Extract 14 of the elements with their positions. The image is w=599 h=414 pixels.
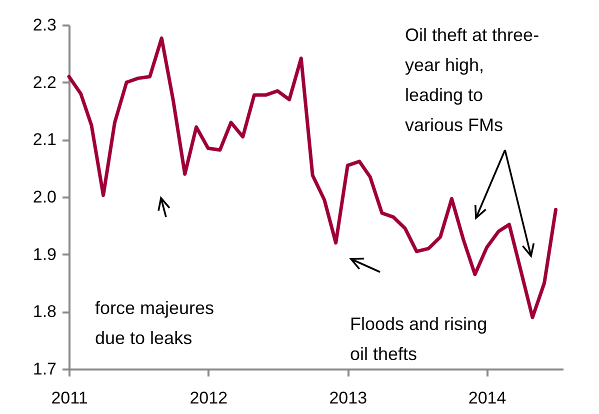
annotation: Floods and rising oil thefts [350,314,488,364]
y-tick-label: 2.2 [32,72,56,92]
y-tick-label: 1.8 [32,302,56,322]
y-tick-label: 2.3 [32,16,56,34]
y-tick-label: 2.1 [32,130,56,150]
y-tick-label: 2.0 [32,188,56,206]
annotation: Oil theft at three-year high, leading to various FMs [405,25,540,135]
y-tick-label: 1.9 [32,244,56,264]
x-tick-label: 2013 [329,388,368,408]
x-tick-label: 2014 [468,388,506,408]
y-tick-label: 1.7 [32,360,56,378]
x-tick-label: 2011 [51,388,88,408]
x-tick-label: 2012 [190,388,228,408]
annotation: force majeures due to leaks [95,298,214,348]
